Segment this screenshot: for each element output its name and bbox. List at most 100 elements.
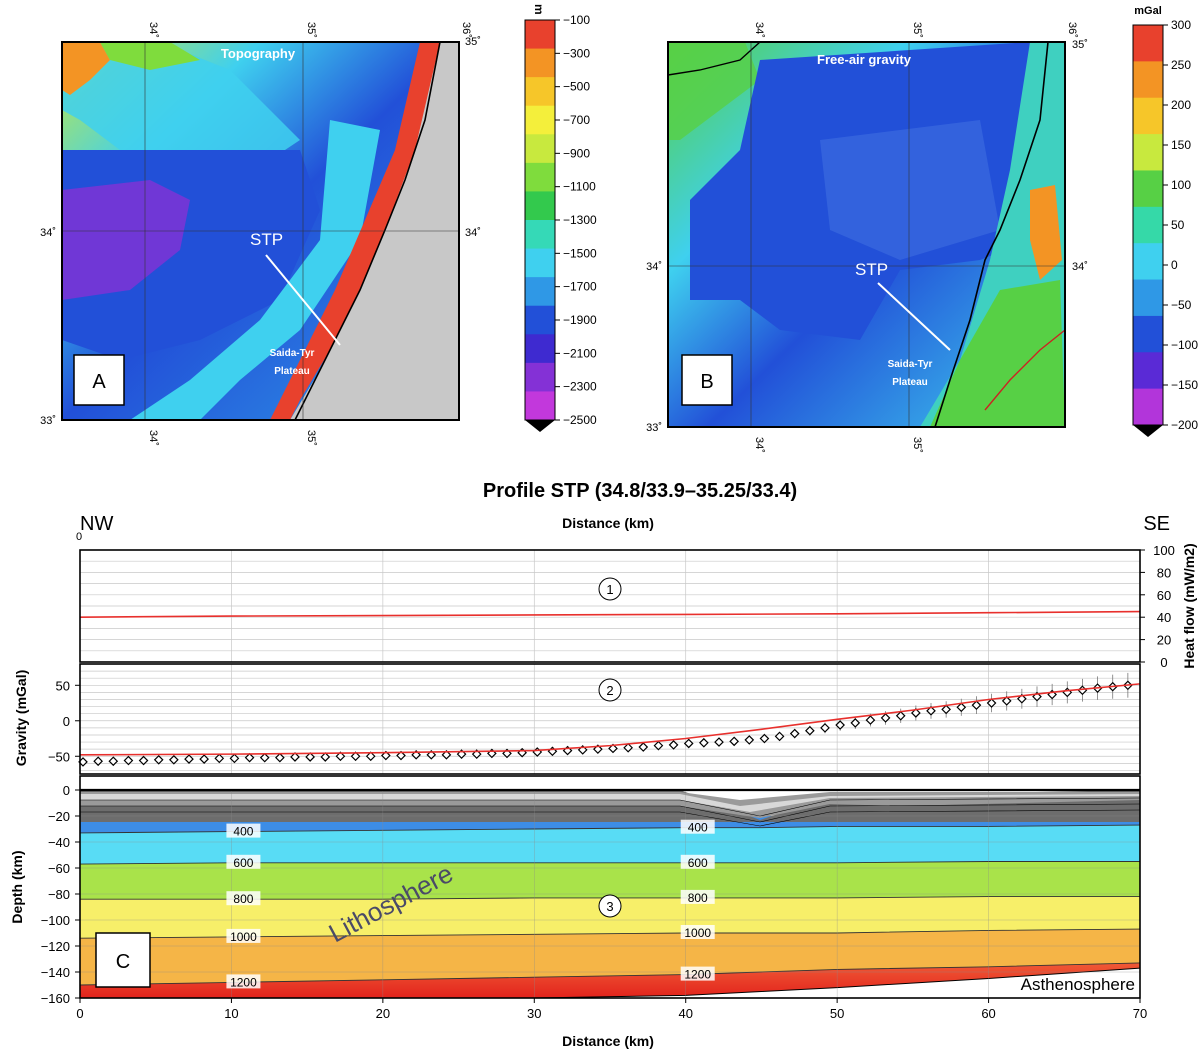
colorbar-b-band-0 — [1133, 25, 1163, 62]
heat-tick-label-4: 80 — [1157, 565, 1171, 580]
isotherm-label-bg-1200-40 — [680, 966, 715, 981]
heat-tick-label-1: 20 — [1157, 633, 1171, 648]
isotherm-label-bg-1200-10 — [226, 974, 261, 989]
colorbar-a-band-2 — [525, 77, 555, 107]
crust-layers — [80, 790, 1141, 827]
top-distance-zero: 0 — [76, 531, 82, 543]
gravity-point-15 — [305, 752, 315, 762]
bottom-distance-label: Distance (km) — [562, 1033, 654, 1049]
isotherm-label-1000-40: 1000 — [684, 926, 711, 940]
plateau-label-b-1: Saida-Tyr — [888, 359, 933, 370]
depth-tick-label-2: −40 — [48, 835, 70, 850]
gravity-point-14 — [290, 752, 300, 762]
lon-tick-b-top-34: 34˚ — [753, 22, 765, 38]
direction-se: SE — [1143, 513, 1170, 535]
gravity-high-se — [930, 280, 1065, 427]
gravity-low-core — [820, 120, 1000, 260]
gravity-point-54 — [895, 710, 906, 721]
gravity-point-43 — [729, 736, 739, 747]
isotherm-label-800-40: 800 — [688, 891, 708, 905]
distance-tick-label-4: 40 — [678, 1006, 692, 1021]
panel-a-colorbar: m −100 −300 −500 −700 −900 −1100 −1300 −1500 −17… — [524, 4, 597, 432]
depth-tick-label-8: −160 — [41, 991, 70, 1006]
panel-letter-box — [73, 354, 125, 406]
lon-tick-b-bottom-35: 35˚ — [911, 437, 923, 453]
colorbar-b-band-8 — [1133, 315, 1163, 353]
isotherm-label-1200-10: 1200 — [230, 975, 257, 989]
lat-tick-b-left-33: 33˚ — [646, 422, 662, 434]
gravity-point-11 — [244, 752, 255, 763]
depth-layer-1 — [80, 825, 1140, 865]
isotherm-label-bg-400-40 — [680, 819, 715, 834]
map-frame — [61, 41, 460, 421]
gravity-point-3 — [123, 755, 134, 766]
isotherm-label-bg-800-40 — [680, 889, 715, 904]
isotherm-label-bg-600-10 — [226, 854, 261, 869]
gravity-point-16 — [320, 752, 331, 762]
gravity-point-60 — [986, 698, 997, 708]
isotherm-label-bg-1000-10 — [226, 928, 261, 943]
coastal-slope-north — [62, 42, 110, 95]
depth-tick-label-5: −100 — [41, 913, 70, 928]
panel-a-map: Topography STP Saida-Tyr Plateau A 34˚ 3… — [40, 22, 481, 446]
distance-tick-label-7: 70 — [1133, 1006, 1147, 1021]
lon-tick-b-bottom-34: 34˚ — [753, 437, 765, 453]
colorbar-a-tick-label-7: −1500 — [563, 246, 597, 260]
gravity-point-17 — [335, 751, 346, 762]
asthenosphere-label: Asthenosphere — [1021, 975, 1135, 994]
colorbar-b-band-1 — [1133, 61, 1163, 99]
distance-tick-label-1: 10 — [224, 1006, 238, 1021]
gravity-frame — [79, 663, 1141, 775]
coastline-b-north — [667, 41, 761, 76]
plateau-label-2: Plateau — [274, 366, 310, 377]
colorbar-a-band-3 — [525, 105, 555, 135]
isotherm-label-600-40: 600 — [688, 856, 708, 870]
profile-line-b — [877, 282, 951, 351]
lon-tick-top-35: 35˚ — [305, 22, 317, 38]
colorbar-b-band-2 — [1133, 97, 1163, 135]
colorbar-a-tick-label-1: −300 — [563, 46, 590, 60]
isotherm-label-1000-10: 1000 — [230, 930, 257, 944]
heat-tick-label-3: 60 — [1157, 588, 1171, 603]
distance-tick-label-2: 20 — [376, 1006, 390, 1021]
heat-tick-label-5: 100 — [1153, 543, 1175, 558]
grav-tick-label-1: 0 — [63, 714, 70, 729]
upper-slope — [100, 42, 200, 70]
lat-tick-right-34: 34˚ — [465, 227, 481, 239]
heat-tick-label-0: 0 — [1160, 655, 1167, 670]
colorbar-b-unit: mGal — [1134, 5, 1162, 17]
colorbar-a-tick-label-4: −900 — [563, 146, 590, 160]
map-title: Topography — [221, 46, 296, 61]
heat-flow-frame — [79, 549, 1141, 663]
lon-tick-top-34: 34˚ — [147, 22, 159, 38]
border-line — [984, 329, 1066, 411]
colorbar-a-tick-label-10: −2100 — [563, 346, 597, 360]
depth-tick-label-6: −120 — [41, 939, 70, 954]
colorbar-a-tick-label-8: −1700 — [563, 280, 597, 294]
colorbar-b-bands — [1133, 25, 1163, 426]
isotherm-label-bg-400-10 — [226, 823, 261, 838]
gravity-point-20 — [381, 750, 391, 761]
profile-title: Profile STP (34.8/33.9–35.25/33.4) — [483, 480, 797, 502]
lat-tick-b-right-34: 34˚ — [1072, 261, 1088, 273]
panel-b-colorbar: mGal 300 250 200 150 100 50 0 −50 −100 −150 −200 — [1132, 5, 1198, 437]
panel-letter-c: C — [116, 951, 130, 973]
lon-tick-b-top-35: 35˚ — [911, 22, 923, 38]
marker-3-label: 3 — [606, 899, 613, 914]
gravity-point-7 — [184, 754, 194, 764]
marker-2-label: 2 — [606, 683, 613, 698]
lat-tick-left-33: 33˚ — [40, 415, 56, 427]
gravity-point-4 — [138, 755, 149, 766]
panel-b-map: Free-air gravity STP Saida-Tyr Plateau B… — [646, 22, 1088, 453]
gravity-point-51 — [850, 718, 861, 728]
gravity-point-2 — [108, 756, 119, 767]
lat-tick-b-left-34: 34˚ — [646, 261, 662, 273]
distance-tick-label-5: 50 — [830, 1006, 844, 1021]
colorbar-a-tick-label-11: −2300 — [563, 380, 597, 394]
gravity-point-41 — [699, 737, 709, 748]
isotherm-label-800-10: 800 — [233, 892, 253, 906]
gravity-point-12 — [259, 752, 270, 763]
colorbar-b-tick-label-5: 50 — [1171, 218, 1185, 232]
crust-line-3 — [80, 809, 1141, 827]
gravity-point-42 — [714, 737, 724, 747]
